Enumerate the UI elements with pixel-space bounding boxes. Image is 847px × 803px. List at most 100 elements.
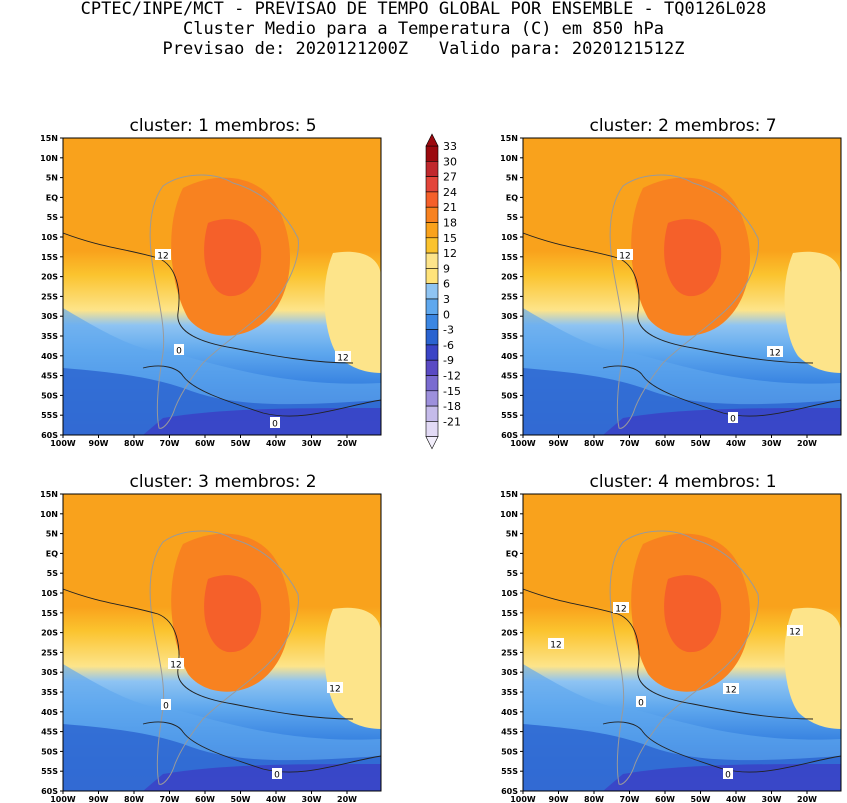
lon-tick-label: 100W bbox=[50, 439, 76, 448]
lat-tick-label: 60S bbox=[501, 787, 518, 796]
lat-tick-label: 60S bbox=[41, 431, 58, 440]
lon-tick-label: 90W bbox=[89, 439, 109, 448]
lat-tick-label: EQ bbox=[506, 549, 518, 558]
lat-tick-label: 55S bbox=[501, 411, 518, 420]
contour-label: 0 bbox=[270, 417, 280, 430]
lon-tick-label: 20W bbox=[797, 795, 817, 803]
lat-tick-label: 60S bbox=[41, 787, 58, 796]
colorbar-swatch bbox=[425, 237, 439, 254]
colorbar-swatch bbox=[425, 222, 439, 239]
colorbar-swatch bbox=[425, 405, 439, 422]
contour-label: 0 bbox=[728, 412, 738, 425]
contour-label: 0 bbox=[174, 344, 184, 357]
lon-tick-label: 100W bbox=[510, 439, 536, 448]
lon-tick-label: 20W bbox=[797, 439, 817, 448]
lat-tick-label: 40S bbox=[41, 708, 58, 717]
map-panel-4: cluster: 4 membros: 1 15N 10N 5N EQ 5S 10S 15S 2… bbox=[500, 472, 842, 803]
lon-tick-label: 30W bbox=[302, 795, 322, 803]
svg-text:12: 12 bbox=[615, 605, 626, 615]
lat-tick-label: 50S bbox=[41, 747, 58, 756]
contour-label: 12 bbox=[787, 625, 803, 638]
lon-tick-label: 20W bbox=[337, 439, 357, 448]
colorbar-swatch bbox=[425, 252, 439, 269]
lon-tick-label: 40W bbox=[266, 439, 286, 448]
svg-text:12: 12 bbox=[329, 685, 340, 695]
panel-title: cluster: 1 membros: 5 bbox=[129, 116, 316, 136]
lat-tick-label: 25S bbox=[501, 292, 518, 301]
lat-tick-label: 30S bbox=[501, 668, 518, 677]
lat-tick-label: 5N bbox=[506, 530, 518, 539]
lat-tick-label: 20S bbox=[501, 629, 518, 638]
lon-tick-label: 70W bbox=[620, 795, 640, 803]
colorbar-lower-arrow bbox=[425, 436, 439, 450]
colorbar-label: 33 bbox=[443, 140, 457, 153]
colorbar-upper-arrow bbox=[425, 133, 439, 147]
map-frame bbox=[62, 493, 382, 792]
colorbar-swatch bbox=[425, 206, 439, 223]
colorbar-label: -9 bbox=[443, 354, 454, 367]
lat-tick-label: 50S bbox=[501, 747, 518, 756]
colorbar-label: -6 bbox=[443, 339, 454, 352]
map-frame bbox=[62, 137, 382, 436]
lat-tick-label: 35S bbox=[501, 688, 518, 697]
lat-tick-label: 40S bbox=[41, 352, 58, 361]
colorbar-label: -18 bbox=[443, 400, 461, 413]
colorbar-label: 0 bbox=[443, 308, 450, 321]
lon-tick-label: 60W bbox=[655, 439, 675, 448]
colorbar-swatch bbox=[425, 298, 439, 315]
colorbar-swatch bbox=[425, 145, 439, 162]
lon-tick-label: 80W bbox=[584, 439, 604, 448]
contour-label: 12 bbox=[168, 658, 184, 671]
colorbar-swatch bbox=[425, 375, 439, 392]
temperature-field-map bbox=[523, 494, 841, 791]
lat-tick-label: 35S bbox=[501, 332, 518, 341]
svg-text:0: 0 bbox=[176, 347, 182, 357]
lon-tick-label: 50W bbox=[231, 439, 251, 448]
map-title-line-3: Previsao de: 2020121200Z Valido para: 20… bbox=[162, 39, 685, 59]
lon-tick-label: 80W bbox=[124, 795, 144, 803]
lat-tick-label: 45S bbox=[41, 728, 58, 737]
colorbar-label: 9 bbox=[443, 262, 450, 275]
svg-text:12: 12 bbox=[725, 686, 736, 696]
panel-title: cluster: 3 membros: 2 bbox=[129, 472, 316, 492]
lat-tick-label: EQ bbox=[46, 549, 58, 558]
lat-tick-label: 15S bbox=[41, 609, 58, 618]
colorbar-swatch bbox=[425, 191, 439, 208]
colorbar-swatch bbox=[425, 344, 439, 361]
lat-tick-label: 40S bbox=[501, 352, 518, 361]
lat-tick-label: 10S bbox=[41, 233, 58, 242]
temperature-field-map bbox=[523, 138, 841, 435]
lon-tick-label: 100W bbox=[50, 795, 76, 803]
lat-tick-label: 60S bbox=[501, 431, 518, 440]
lat-tick-label: 5S bbox=[47, 213, 59, 222]
colorbar-swatch bbox=[425, 421, 439, 437]
colorbar-label: 30 bbox=[443, 155, 457, 168]
lat-tick-label: 25S bbox=[501, 648, 518, 657]
svg-text:12: 12 bbox=[619, 252, 630, 262]
colorbar-label: 15 bbox=[443, 232, 457, 245]
lon-tick-label: 30W bbox=[762, 439, 782, 448]
lon-tick-label: 50W bbox=[691, 439, 711, 448]
lat-tick-label: 15S bbox=[501, 609, 518, 618]
lat-tick-label: 15N bbox=[500, 490, 518, 499]
colorbar-swatch bbox=[425, 329, 439, 346]
lat-tick-label: 30S bbox=[41, 668, 58, 677]
lat-tick-label: 50S bbox=[41, 391, 58, 400]
lon-tick-label: 40W bbox=[266, 795, 286, 803]
panels-layer: cluster: 1 membros: 5 15N 10N 5N EQ 5S 10S 15S 2… bbox=[40, 116, 842, 803]
lon-tick-label: 30W bbox=[302, 439, 322, 448]
colorbar-swatch bbox=[425, 283, 439, 300]
lat-tick-label: 30S bbox=[41, 312, 58, 321]
lon-tick-label: 90W bbox=[89, 795, 109, 803]
lat-tick-label: 10N bbox=[500, 510, 518, 519]
svg-text:12: 12 bbox=[170, 661, 181, 671]
colorbar-label: -21 bbox=[443, 415, 461, 428]
lon-tick-label: 90W bbox=[549, 795, 569, 803]
lon-tick-label: 80W bbox=[124, 439, 144, 448]
colorbar-swatch bbox=[425, 161, 439, 177]
lon-tick-label: 50W bbox=[691, 795, 711, 803]
lat-tick-label: 5S bbox=[47, 569, 59, 578]
contour-label: 12 bbox=[723, 683, 739, 696]
